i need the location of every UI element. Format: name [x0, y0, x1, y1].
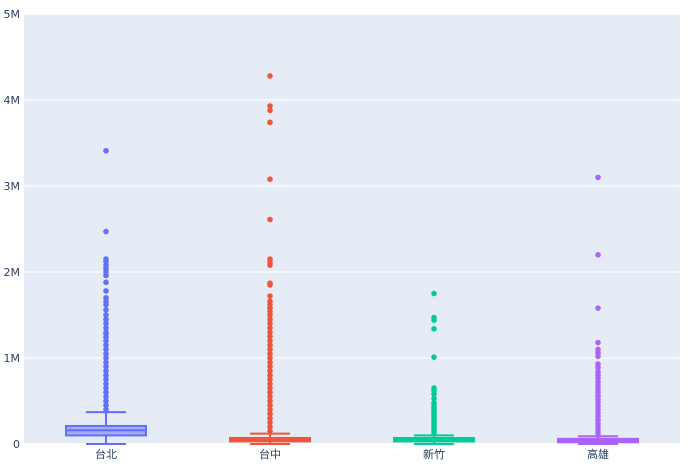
- outlier-point: [431, 317, 437, 323]
- boxes: [65, 73, 639, 445]
- outlier-point: [267, 406, 273, 413]
- outlier-point: [431, 325, 437, 332]
- outlier-point: [595, 174, 601, 181]
- outlier-point: [267, 320, 273, 327]
- outlier-point: [103, 385, 109, 391]
- box-高雄: [557, 174, 639, 445]
- outlier-point: [103, 279, 109, 286]
- outlier-point: [431, 290, 437, 297]
- outlier-point: [267, 325, 273, 331]
- outlier-point: [267, 376, 273, 383]
- outlier-point: [267, 103, 273, 109]
- outlier-point: [103, 402, 109, 409]
- outlier-point: [103, 381, 109, 387]
- outlier-point: [103, 406, 109, 413]
- outlier-point: [103, 372, 109, 379]
- outlier-point: [267, 359, 273, 366]
- outlier-point: [103, 398, 109, 404]
- outlier-point: [103, 338, 109, 344]
- y-tick-label: 4M: [4, 94, 21, 107]
- x-tick-label: 台北: [95, 447, 117, 461]
- y-tick-label: 0: [13, 438, 20, 451]
- y-tick-label: 5M: [4, 8, 21, 21]
- outlier-point: [103, 355, 109, 361]
- outlier-point: [595, 252, 601, 258]
- outlier-point: [267, 424, 273, 430]
- outlier-point: [595, 353, 601, 360]
- x-tick-label: 台中: [259, 447, 281, 461]
- outlier-point: [103, 301, 109, 308]
- outlier-point: [103, 312, 109, 318]
- outlier-point: [267, 333, 273, 340]
- outlier-point: [267, 293, 273, 299]
- outlier-point: [267, 119, 273, 126]
- x-axis: 台北 台中 新竹 高雄: [95, 447, 609, 461]
- outlier-point: [103, 288, 109, 294]
- outlier-point: [267, 176, 273, 182]
- outlier-point: [431, 391, 437, 397]
- outlier-point: [267, 363, 273, 370]
- outlier-point: [267, 73, 273, 79]
- y-axis: 0 1M 2M 3M 4M 5M: [4, 8, 21, 451]
- outlier-point: [267, 346, 273, 353]
- outlier-point: [267, 385, 273, 391]
- outlier-point: [595, 339, 601, 346]
- outlier-point: [267, 389, 273, 396]
- outlier-point: [595, 305, 601, 311]
- box-台北: [65, 147, 147, 445]
- outlier-point: [267, 312, 273, 318]
- outlier-point: [267, 415, 273, 422]
- box-新竹: [393, 290, 475, 445]
- outlier-point: [103, 368, 109, 374]
- outlier-point: [103, 376, 109, 383]
- grid: [24, 13, 680, 445]
- outlier-point: [267, 350, 273, 357]
- outlier-point: [267, 316, 273, 323]
- outlier-point: [267, 428, 273, 434]
- outlier-point: [103, 346, 109, 353]
- outlier-point: [267, 216, 273, 223]
- outlier-point: [267, 282, 273, 288]
- outlier-point: [595, 430, 601, 437]
- outlier-point: [267, 355, 273, 361]
- outlier-point: [267, 368, 273, 374]
- outlier-point: [267, 342, 273, 348]
- outlier-point: [103, 350, 109, 357]
- outlier-point: [103, 393, 109, 400]
- outlier-point: [267, 381, 273, 387]
- outlier-point: [103, 228, 109, 235]
- outlier-point: [103, 307, 109, 313]
- outlier-point: [267, 393, 273, 400]
- outlier-point: [103, 316, 109, 323]
- outlier-point: [267, 372, 273, 379]
- y-tick-label: 2M: [4, 266, 21, 279]
- outlier-point: [431, 395, 437, 402]
- outlier-point: [103, 325, 109, 331]
- outlier-point: [103, 359, 109, 366]
- outlier-point: [267, 338, 273, 344]
- x-tick-label: 新竹: [423, 447, 445, 461]
- box-台中: [229, 73, 311, 445]
- outlier-point: [103, 342, 109, 348]
- outlier-point: [431, 354, 437, 360]
- y-tick-label: 3M: [4, 180, 21, 193]
- y-tick-label: 1M: [4, 352, 21, 365]
- outlier-point: [103, 389, 109, 396]
- outlier-point: [595, 364, 601, 371]
- outlier-point: [267, 329, 273, 336]
- outlier-point: [267, 419, 273, 426]
- outlier-point: [267, 107, 273, 114]
- x-tick-label: 高雄: [587, 447, 609, 461]
- outlier-point: [103, 363, 109, 370]
- outlier-point: [267, 402, 273, 409]
- outlier-point: [267, 262, 273, 268]
- outlier-point: [103, 272, 109, 279]
- outlier-point: [267, 411, 273, 417]
- outlier-point: [103, 320, 109, 327]
- outlier-point: [267, 398, 273, 404]
- plot-background: [24, 14, 680, 444]
- outlier-point: [103, 147, 109, 154]
